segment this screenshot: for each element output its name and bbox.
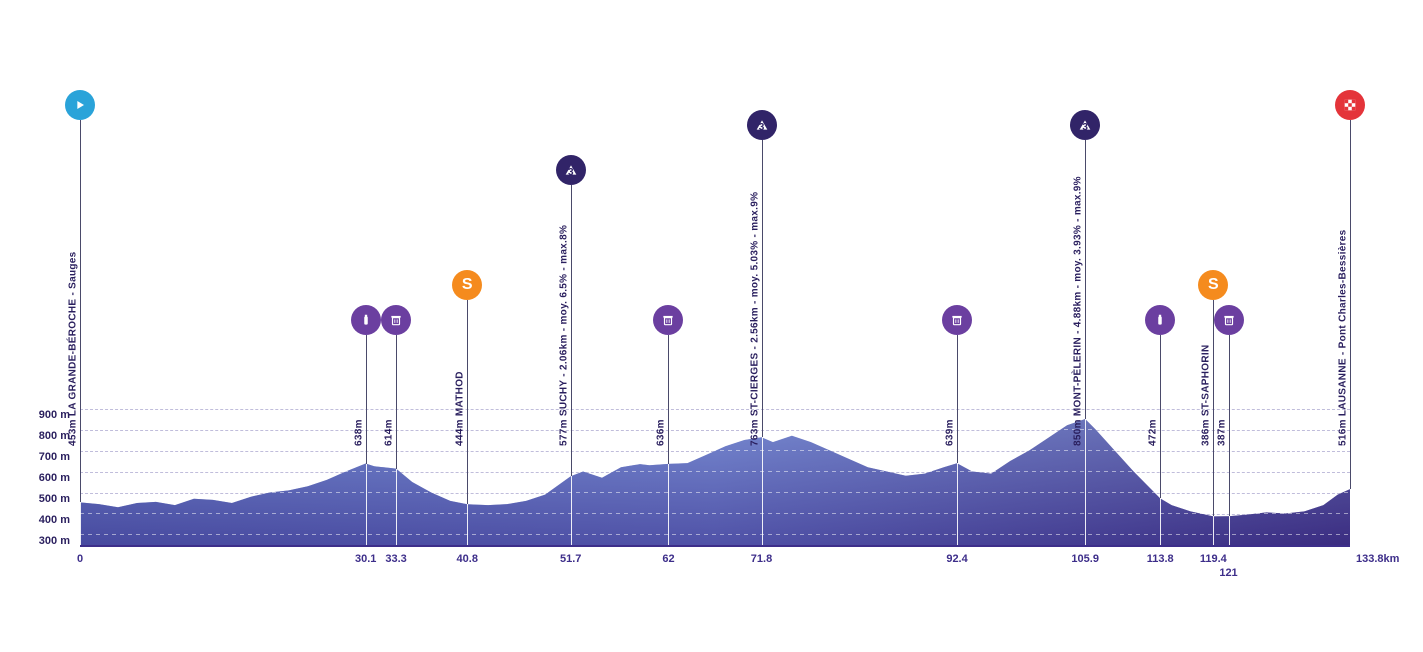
marker-label: 516m LAUSANNE - Pont Charles-Bessières (1338, 230, 1349, 446)
marker-label: 453m LA GRANDE-BÉROCHE - Sauges (68, 251, 79, 446)
feed-icon (351, 305, 381, 335)
x-tick-label: 30.1 (355, 553, 376, 565)
marker-line-upper (1350, 120, 1351, 489)
x-tick-label: 92.4 (946, 553, 967, 565)
start-icon (65, 90, 95, 120)
climb-category: 3 (747, 122, 777, 133)
x-tick-label: 105.9 (1071, 553, 1099, 565)
marker-line-upper (467, 300, 468, 504)
waste-icon (381, 305, 411, 335)
x-tick-label: 51.7 (560, 553, 581, 565)
marker-line-upper (762, 140, 763, 437)
elevation-profile-chart: 300 m400 m500 m600 m700 m800 m900 m 453m… (80, 60, 1380, 620)
marker-line-upper (366, 335, 367, 464)
y-tick-label: 300 m (25, 535, 70, 547)
marker-line-upper (571, 185, 572, 476)
climb-category: 3 (1070, 122, 1100, 133)
marker-line-upper (957, 335, 958, 463)
waste-icon (653, 305, 683, 335)
y-tick-label: 700 m (25, 451, 70, 463)
marker-label: 386m ST-SAPHORIN (1201, 345, 1212, 447)
marker-line-upper (1229, 335, 1230, 516)
marker-line-upper (1213, 300, 1214, 516)
marker-label: 614m (384, 419, 395, 446)
x-tick-label: 113.8 (1147, 553, 1174, 565)
x-axis-line (80, 545, 1350, 547)
y-tick-label: 400 m (25, 514, 70, 526)
x-tick-label: 119.4 (1200, 553, 1227, 565)
x-end-label: 133.8km (1356, 553, 1399, 565)
feed-icon (1145, 305, 1175, 335)
marker-label: 850m MONT-PÈLERIN - 4.88km - moy. 3.93% … (1073, 176, 1084, 446)
marker-line-upper (1160, 335, 1161, 498)
marker-label: 472m (1148, 419, 1159, 446)
marker-line-upper (1085, 140, 1086, 419)
marker-label: 387m (1216, 419, 1227, 446)
x-tick-label: 121 (1219, 567, 1237, 579)
marker-label: 638m (353, 419, 364, 446)
waste-icon (1214, 305, 1244, 335)
y-tick-label: 900 m (25, 409, 70, 421)
sprint-icon: S (452, 270, 482, 300)
marker-label: 639m (945, 419, 956, 446)
marker-label: 577m SUCHY - 2.06km - moy. 6.5% - max.8% (558, 225, 569, 446)
climb-category: 3 (556, 167, 586, 178)
finish-icon (1335, 90, 1365, 120)
x-tick-label: 33.3 (385, 553, 406, 565)
marker-label: 763m ST-CIERGES - 2.56km - moy. 5.03% - … (749, 192, 760, 446)
x-tick-label: 40.8 (457, 553, 478, 565)
x-tick-label: 62 (662, 553, 674, 565)
marker-line-upper (668, 335, 669, 464)
y-tick-label: 800 m (25, 430, 70, 442)
x-tick-label: 71.8 (751, 553, 772, 565)
y-tick-label: 600 m (25, 472, 70, 484)
marker-label: 636m (656, 419, 667, 446)
x-tick-label: 0 (77, 553, 83, 565)
marker-label: 444m MATHOD (455, 371, 466, 446)
sprint-icon: S (1198, 270, 1228, 300)
y-tick-label: 500 m (25, 493, 70, 505)
marker-line-upper (80, 120, 81, 502)
marker-line-upper (396, 335, 397, 469)
waste-icon (942, 305, 972, 335)
